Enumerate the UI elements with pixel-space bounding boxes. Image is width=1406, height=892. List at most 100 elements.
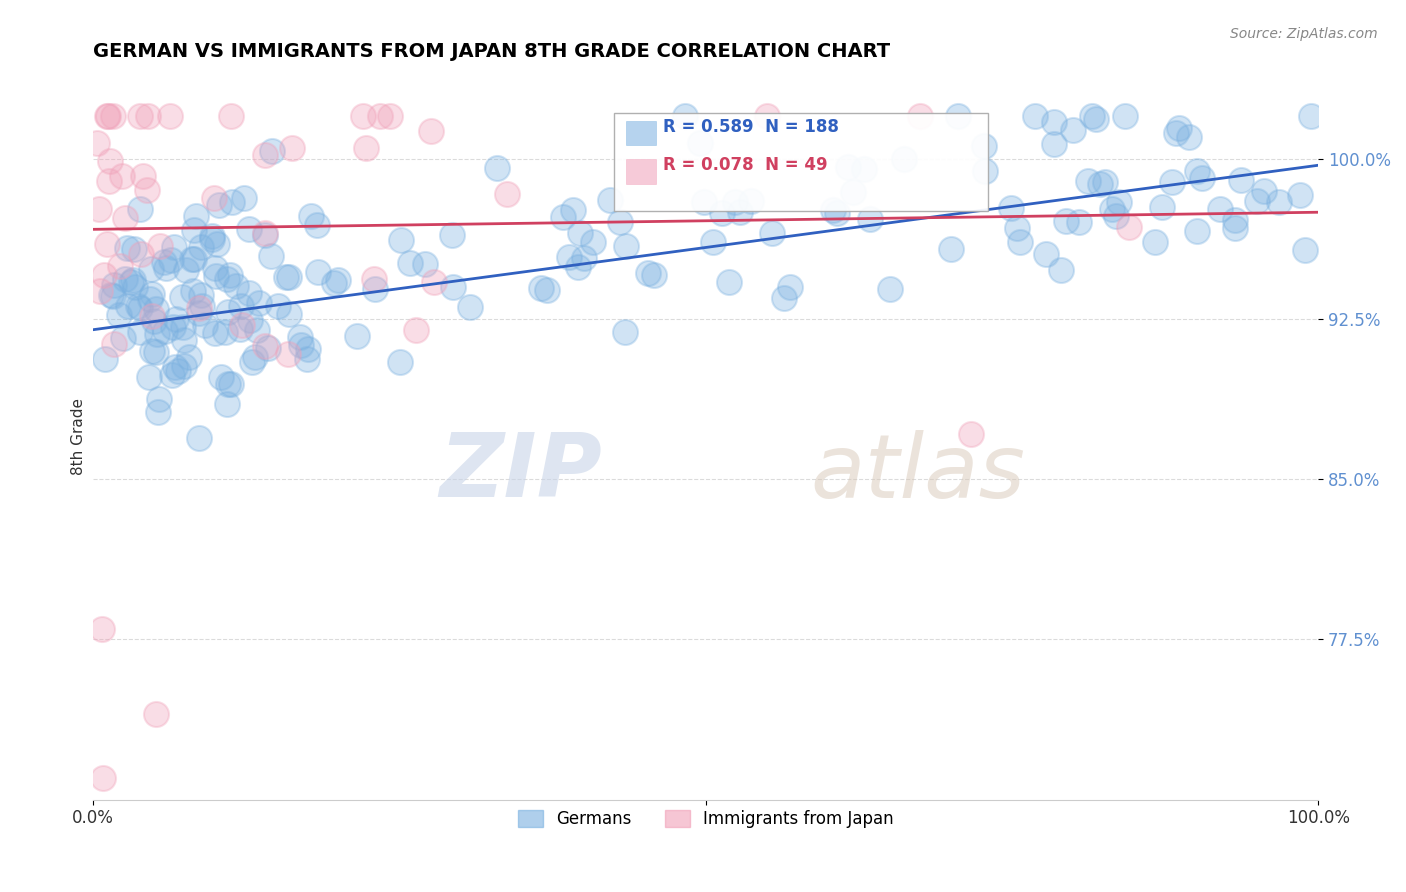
Point (112, 330, 135, 344)
Point (354, 141, 377, 155)
Point (299, 209, 322, 223)
Point (1191, 170, 1213, 185)
Point (101, 109, 124, 123)
Point (277, 307, 299, 321)
Point (204, 261, 226, 276)
Point (530, 281, 553, 295)
Point (689, 136, 711, 150)
Point (879, 282, 901, 296)
Point (837, 160, 859, 174)
Point (1000, 202, 1022, 216)
FancyBboxPatch shape (626, 159, 655, 184)
Point (1164, 126, 1187, 140)
Point (755, 109, 778, 123)
Point (380, 109, 402, 123)
Point (243, 350, 266, 364)
Point (191, 299, 214, 313)
Point (120, 275, 142, 289)
Point (1094, 175, 1116, 189)
Point (153, 324, 176, 338)
Point (187, 431, 209, 445)
Point (363, 272, 385, 286)
Point (569, 226, 592, 240)
Point (307, 265, 329, 279)
Point (1178, 129, 1201, 144)
Point (108, 308, 131, 322)
Point (174, 263, 197, 277)
Point (364, 282, 387, 296)
Point (205, 237, 228, 252)
Point (221, 109, 243, 123)
Point (352, 109, 374, 123)
Point (187, 301, 209, 315)
Point (779, 280, 801, 294)
Point (217, 376, 239, 391)
Point (1289, 187, 1312, 202)
Point (148, 392, 170, 406)
Text: ZIP: ZIP (439, 429, 602, 516)
Point (1185, 224, 1208, 238)
Point (326, 273, 349, 287)
Point (87, 202, 110, 217)
Point (129, 202, 152, 217)
Point (253, 227, 276, 242)
Point (773, 291, 796, 305)
Point (217, 272, 239, 286)
Point (939, 242, 962, 256)
Point (553, 211, 575, 225)
Point (827, 206, 849, 220)
Point (842, 186, 865, 200)
Point (718, 275, 741, 289)
Point (240, 355, 263, 369)
Point (124, 280, 146, 294)
Point (201, 229, 224, 244)
Point (1185, 163, 1208, 178)
Point (141, 286, 163, 301)
Point (388, 355, 411, 369)
Point (441, 280, 464, 294)
Point (188, 306, 211, 320)
Point (132, 169, 155, 184)
Point (1067, 215, 1090, 229)
Point (853, 162, 876, 177)
Point (405, 323, 427, 337)
Point (256, 341, 278, 355)
Point (111, 169, 134, 183)
Point (205, 268, 228, 283)
Point (219, 268, 242, 283)
Point (959, 427, 981, 442)
Point (117, 299, 139, 313)
Point (262, 144, 284, 158)
Point (253, 226, 276, 240)
Point (673, 109, 696, 123)
Point (973, 164, 995, 178)
Point (229, 322, 252, 336)
Point (1267, 194, 1289, 209)
Point (139, 261, 162, 276)
Point (254, 148, 277, 162)
Point (217, 397, 239, 411)
Point (217, 305, 239, 319)
Point (609, 215, 631, 229)
Point (181, 252, 204, 266)
Point (253, 339, 276, 353)
Point (94, 352, 117, 367)
Point (163, 240, 186, 254)
Point (614, 239, 637, 253)
Point (946, 109, 969, 123)
Point (1085, 112, 1108, 127)
Point (145, 707, 167, 722)
Point (1118, 219, 1140, 234)
Text: R = 0.589  N = 188: R = 0.589 N = 188 (662, 118, 839, 136)
Point (86, 136, 108, 150)
Point (1101, 202, 1123, 217)
Point (1108, 195, 1130, 210)
Point (1230, 173, 1253, 187)
Point (908, 109, 931, 123)
Text: GERMAN VS IMMIGRANTS FROM JAPAN 8TH GRADE CORRELATION CHART: GERMAN VS IMMIGRANTS FROM JAPAN 8TH GRAD… (93, 42, 890, 61)
Point (858, 211, 880, 226)
Point (183, 252, 205, 266)
Point (599, 193, 621, 207)
Point (536, 284, 558, 298)
Point (167, 364, 190, 378)
